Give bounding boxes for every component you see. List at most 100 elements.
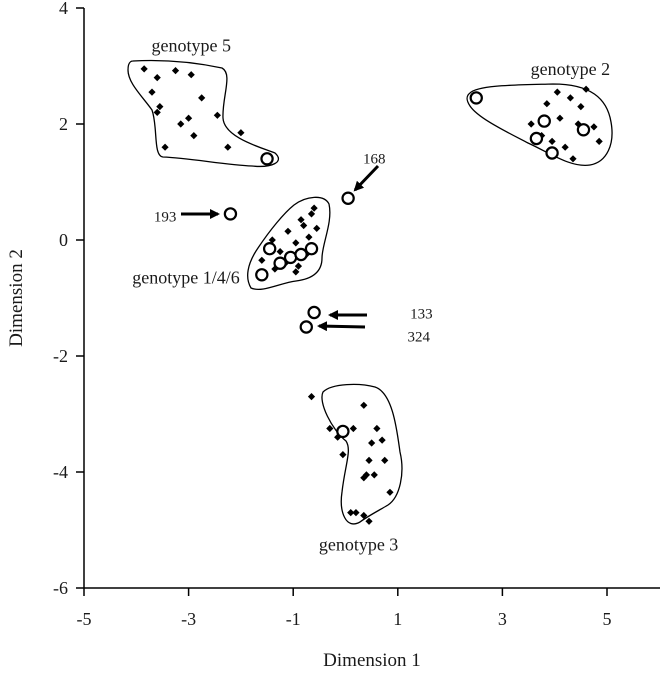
data-point-open (294, 247, 308, 262)
data-point-open (529, 131, 544, 146)
data-point-filled (362, 471, 371, 479)
cluster-label: genotype 3 (319, 535, 398, 555)
data-point-filled (582, 85, 590, 93)
data-point-open (304, 241, 319, 256)
y-tick-label: -6 (53, 578, 68, 598)
x-tick-label: -5 (77, 609, 92, 629)
data-point-filled (347, 509, 355, 517)
data-point-filled (326, 424, 334, 433)
data-point-filled (148, 88, 156, 96)
cluster-outlines (127, 59, 613, 525)
sample-label: 193 (154, 210, 177, 226)
x-axis-ticks: -5 -3 -1 1 3 5 (77, 588, 612, 629)
data-point-open (262, 241, 277, 256)
cluster-outline-genotype-5 (127, 59, 280, 168)
data-point-filled (569, 155, 577, 163)
data-point-open (307, 305, 321, 320)
data-point-open (576, 123, 591, 137)
data-point-filled (553, 88, 561, 96)
data-point-filled (590, 123, 598, 131)
data-point-filled (548, 137, 556, 145)
data-point-filled (556, 114, 564, 122)
annotations: genotype 5 genotype 2 genotype 1/4/6 genoty… (132, 36, 610, 555)
data-point-filled (313, 224, 321, 232)
annotation-arrows (181, 164, 380, 332)
data-point-filled (378, 436, 386, 444)
data-point-filled (574, 120, 582, 128)
cluster-label: genotype 1/4/6 (132, 268, 239, 288)
sample-label: 168 (363, 152, 386, 168)
x-tick-label: 3 (498, 609, 507, 629)
data-point-filled (237, 129, 245, 137)
data-point-filled (297, 216, 305, 224)
data-point-filled (161, 143, 169, 151)
data-point-filled (294, 262, 303, 270)
y-tick-label: 0 (59, 230, 68, 250)
data-point-filled (153, 74, 161, 82)
data-point-filled (156, 103, 164, 111)
data-point-filled (595, 137, 603, 145)
data-point-filled (268, 236, 276, 244)
data-point-filled (284, 227, 292, 235)
y-axis-ticks: 4 2 0 -2 -4 -6 (53, 0, 84, 598)
data-point-open (545, 146, 559, 160)
data-point-filled (300, 221, 308, 230)
x-tick-label: 1 (393, 609, 402, 629)
y-axis-title: Dimension 2 (6, 249, 27, 347)
data-point-filled (386, 488, 394, 496)
data-point-filled (307, 393, 316, 401)
data-point-filled (334, 433, 342, 441)
data-point-filled (566, 94, 574, 102)
data-point-filled (292, 239, 300, 247)
data-points (140, 65, 603, 525)
data-point-filled (368, 439, 376, 447)
data-point-open (299, 320, 313, 334)
data-point-filled (365, 456, 373, 464)
data-point-filled (305, 233, 313, 241)
data-point-open (469, 91, 483, 105)
data-point-filled (381, 456, 389, 464)
y-tick-label: -2 (53, 346, 68, 366)
data-point-filled (307, 210, 316, 218)
axes (83, 8, 660, 589)
arrow-324 (317, 321, 366, 332)
data-point-filled (370, 471, 378, 479)
data-point-open (537, 114, 551, 128)
y-tick-label: -4 (53, 462, 68, 482)
cluster-label: genotype 5 (151, 36, 230, 56)
data-point-open (336, 424, 350, 439)
data-point-filled (224, 143, 232, 151)
arrow-168 (353, 164, 380, 192)
x-tick-label: -1 (286, 609, 301, 629)
data-point-open (273, 256, 287, 270)
data-point-filled (352, 509, 360, 517)
data-point-filled (561, 143, 569, 151)
x-tick-label: -3 (181, 609, 196, 629)
data-point-filled (140, 65, 148, 73)
sample-label: 324 (407, 330, 430, 346)
data-point-open (255, 268, 269, 282)
y-tick-label: 4 (59, 0, 68, 18)
cluster-outline-genotype-3 (321, 383, 403, 525)
data-point-filled (373, 424, 381, 433)
cluster-outline-genotype-2 (466, 83, 613, 167)
cluster-outline-genotype-1-4-6 (247, 196, 331, 290)
data-point-filled (360, 401, 368, 409)
data-point-filled (360, 511, 368, 520)
data-point-filled (292, 268, 300, 276)
data-point-filled (365, 517, 373, 525)
data-point-filled (543, 100, 551, 108)
data-point-filled (190, 132, 198, 140)
data-point-filled (171, 67, 180, 75)
x-axis-title: Dimension 1 (323, 650, 421, 671)
x-tick-label: 5 (603, 609, 612, 629)
data-point-filled (153, 108, 161, 116)
data-point-open (341, 191, 355, 205)
data-point-filled (177, 120, 185, 128)
data-point-filled (185, 114, 193, 122)
data-point-filled (339, 451, 347, 459)
data-point-filled (258, 256, 266, 264)
data-point-filled (276, 248, 284, 256)
y-tick-label: 2 (59, 114, 68, 134)
